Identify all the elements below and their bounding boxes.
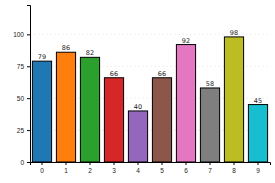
- x-tick-label: 1: [64, 167, 68, 174]
- x-tick: 6: [184, 162, 188, 174]
- bar: [80, 57, 99, 162]
- y-tick-label: 75: [17, 63, 25, 70]
- x-tick-mark: [90, 162, 91, 165]
- data-label: 66: [158, 70, 166, 78]
- x-tick-mark: [162, 162, 163, 165]
- x-tick-mark: [138, 162, 139, 165]
- y-tick-mark: [27, 130, 30, 131]
- data-label: 66: [110, 70, 118, 78]
- x-tick-mark: [258, 162, 259, 165]
- data-label: 86: [62, 44, 70, 52]
- x-axis-line: [31, 163, 271, 166]
- x-tick-label: 3: [112, 167, 116, 174]
- y-tick-label: 100: [13, 31, 24, 38]
- x-tick-label: 0: [40, 167, 44, 174]
- x-tick: 9: [256, 162, 260, 174]
- x-tick-mark: [42, 162, 43, 165]
- y-tick-mark: [27, 66, 30, 67]
- grid: [30, 34, 270, 162]
- y-axis-line: [27, 6, 31, 163]
- x-tick: 8: [232, 162, 236, 174]
- y-tick: 0: [20, 159, 30, 166]
- x-tick-label: 9: [256, 167, 260, 174]
- x-tick: 0: [40, 162, 44, 174]
- data-label: 79: [38, 53, 46, 61]
- x-tick: 3: [112, 162, 116, 174]
- x-tick: 2: [88, 162, 92, 174]
- data-label: 82: [86, 49, 94, 57]
- bar: [224, 37, 243, 162]
- y-axis: 0 25 50 75 100: [13, 6, 30, 166]
- bars: [32, 37, 267, 162]
- y-tick: 50: [17, 95, 30, 102]
- y-tick: 100: [13, 31, 30, 38]
- x-tick-mark: [186, 162, 187, 165]
- x-tick-label: 6: [184, 167, 188, 174]
- y-tick-label: 50: [17, 95, 25, 102]
- bar: [128, 111, 147, 162]
- x-tick: 5: [160, 162, 164, 174]
- chart: 7986826640669258984501234567890255075100: [0, 0, 275, 183]
- bar: [104, 78, 123, 162]
- x-tick-mark: [210, 162, 211, 165]
- bar: [152, 78, 171, 162]
- bar: [56, 52, 75, 162]
- x-tick-label: 2: [88, 167, 92, 174]
- data-labels: 79 86 82 66 40 66 92 58 98 45: [38, 29, 262, 111]
- bar: [248, 105, 267, 162]
- x-tick: 7: [208, 162, 212, 174]
- x-tick-label: 5: [160, 167, 164, 174]
- x-tick-mark: [66, 162, 67, 165]
- bar: [176, 45, 195, 162]
- x-tick: 1: [64, 162, 68, 174]
- y-tick-label: 0: [20, 159, 24, 166]
- y-tick-mark: [27, 162, 30, 163]
- bar: [32, 61, 51, 162]
- x-tick-label: 4: [136, 167, 140, 174]
- data-label: 45: [254, 97, 262, 105]
- x-tick: 4: [136, 162, 140, 174]
- y-tick-mark: [27, 34, 30, 35]
- bar: [200, 88, 219, 162]
- x-axis: 0 1 2 3 4 5 6 7 8 9: [31, 162, 271, 174]
- y-tick: 75: [17, 63, 30, 70]
- x-tick-mark: [114, 162, 115, 165]
- x-tick-label: 8: [232, 167, 236, 174]
- y-tick: 25: [17, 127, 30, 134]
- y-tick-label: 25: [17, 127, 25, 134]
- plot-area: 7986826640669258984501234567890255075100: [13, 6, 270, 174]
- data-label: 58: [206, 80, 214, 88]
- y-tick-mark: [27, 98, 30, 99]
- data-label: 98: [230, 29, 238, 37]
- x-tick-label: 7: [208, 167, 212, 174]
- data-label: 92: [182, 37, 190, 45]
- data-label: 40: [134, 103, 142, 111]
- x-tick-mark: [234, 162, 235, 165]
